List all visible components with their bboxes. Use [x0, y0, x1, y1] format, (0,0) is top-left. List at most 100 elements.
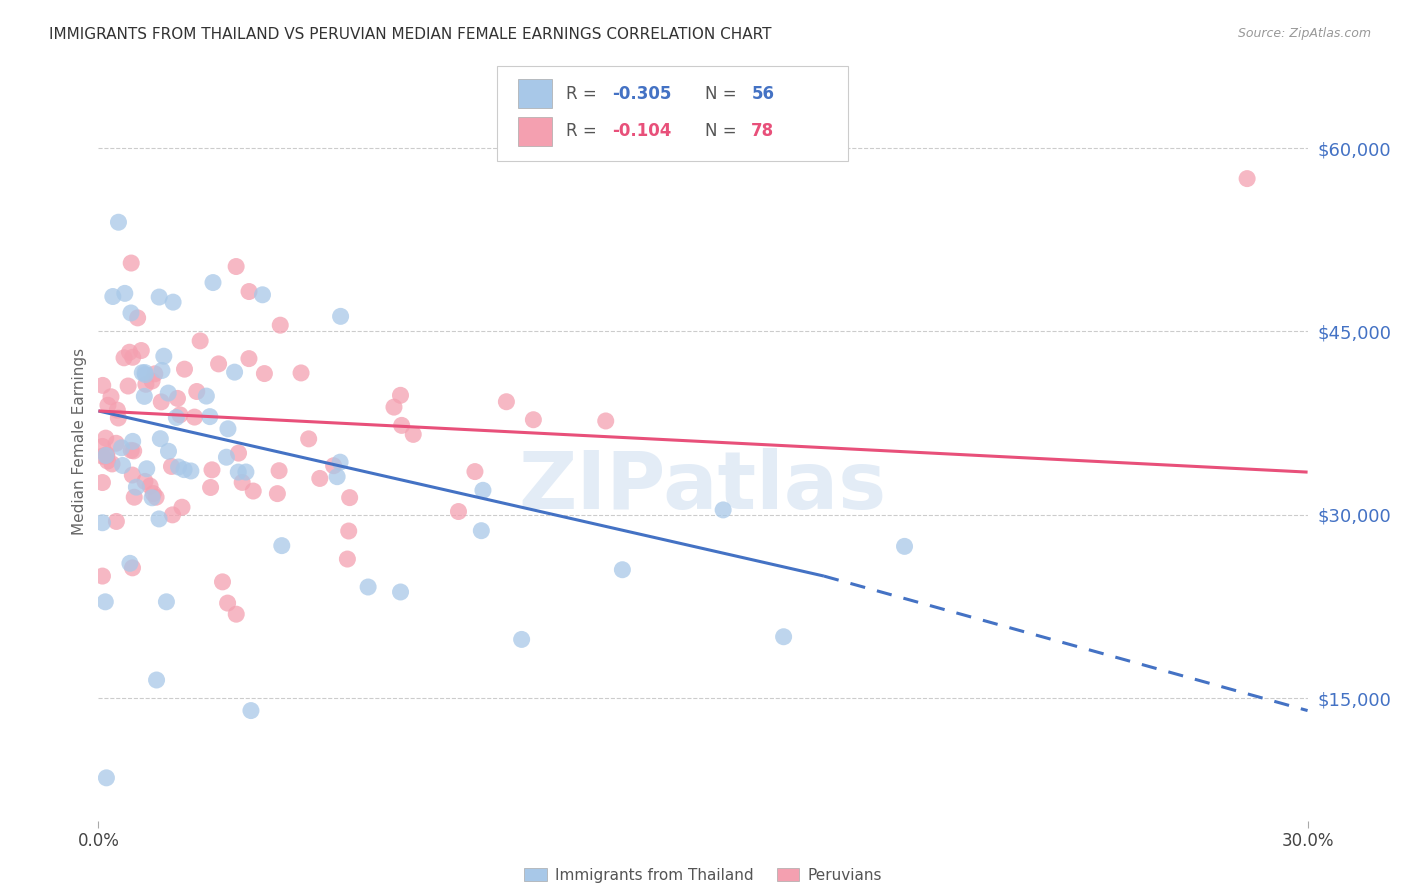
Point [595, 414, 617, 428]
Point [270, 539, 292, 553]
Point [225, 607, 247, 622]
Point [107, 411, 129, 425]
Point [94, 449, 117, 463]
Point [120, 443, 142, 458]
Point [134, 368, 156, 382]
Point [238, 285, 260, 299]
Point [96, 448, 118, 462]
Point [238, 351, 260, 366]
Point [195, 389, 218, 403]
Point [169, 408, 191, 422]
Point [612, 563, 634, 577]
Point [167, 460, 190, 475]
Point [121, 351, 143, 365]
Point [162, 508, 184, 522]
Point [336, 552, 359, 566]
Point [134, 366, 156, 380]
Point [131, 366, 153, 380]
Text: -0.104: -0.104 [613, 122, 672, 140]
Point [105, 403, 128, 417]
Point [153, 349, 176, 363]
Point [471, 483, 494, 498]
Point [298, 432, 321, 446]
Point [155, 595, 177, 609]
Point [231, 475, 253, 490]
Point [122, 444, 145, 458]
Point [91, 440, 114, 454]
Point [322, 458, 344, 473]
Point [120, 256, 142, 270]
Point [148, 290, 170, 304]
Point [145, 673, 167, 687]
Point [180, 464, 202, 478]
Point [91, 516, 114, 530]
Point [225, 260, 247, 274]
Point [198, 409, 221, 424]
Point [382, 400, 405, 414]
Text: IMMIGRANTS FROM THAILAND VS PERUVIAN MEDIAN FEMALE EARNINGS CORRELATION CHART: IMMIGRANTS FROM THAILAND VS PERUVIAN MED… [49, 27, 772, 42]
Point [110, 441, 132, 455]
Point [217, 422, 239, 436]
Point [470, 524, 492, 538]
Point [145, 490, 167, 504]
Point [134, 475, 156, 489]
Point [224, 365, 246, 379]
Point [105, 515, 128, 529]
Point [510, 632, 533, 647]
Point [201, 463, 224, 477]
Point [112, 351, 135, 365]
Point [242, 483, 264, 498]
Point [337, 524, 360, 538]
Point [357, 580, 380, 594]
Point [173, 462, 195, 476]
Point [186, 384, 208, 399]
Point [118, 557, 141, 571]
Point [200, 481, 222, 495]
Point [107, 215, 129, 229]
Point [391, 418, 413, 433]
Point [329, 455, 352, 469]
Point [118, 345, 141, 359]
Point [893, 540, 915, 554]
Point [157, 386, 180, 401]
Point [170, 500, 193, 515]
Text: Source: ZipAtlas.com: Source: ZipAtlas.com [1237, 27, 1371, 40]
Point [111, 458, 134, 473]
Point [160, 459, 183, 474]
Point [96, 771, 118, 785]
Point [96, 449, 118, 463]
Point [139, 479, 162, 493]
FancyBboxPatch shape [517, 117, 553, 145]
FancyBboxPatch shape [498, 66, 848, 161]
Point [100, 390, 122, 404]
Point [207, 357, 229, 371]
Point [129, 343, 152, 358]
Point [188, 334, 211, 348]
Point [201, 276, 224, 290]
Point [329, 310, 352, 324]
Text: 78: 78 [751, 122, 775, 140]
Point [228, 446, 250, 460]
Point [235, 465, 257, 479]
Point [143, 367, 166, 381]
Point [326, 469, 349, 483]
Point [149, 432, 172, 446]
Point [121, 561, 143, 575]
Point [389, 585, 412, 599]
Point [91, 475, 114, 490]
Point [389, 388, 412, 402]
Point [447, 504, 470, 518]
Point [269, 318, 291, 333]
Point [266, 486, 288, 500]
Text: N =: N = [706, 85, 742, 103]
Point [173, 362, 195, 376]
Point [101, 457, 124, 471]
Point [141, 491, 163, 505]
Point [97, 398, 120, 412]
Point [162, 295, 184, 310]
Point [120, 306, 142, 320]
Point [464, 465, 486, 479]
Point [165, 410, 187, 425]
Point [135, 462, 157, 476]
Text: ZIPatlas: ZIPatlas [519, 448, 887, 526]
